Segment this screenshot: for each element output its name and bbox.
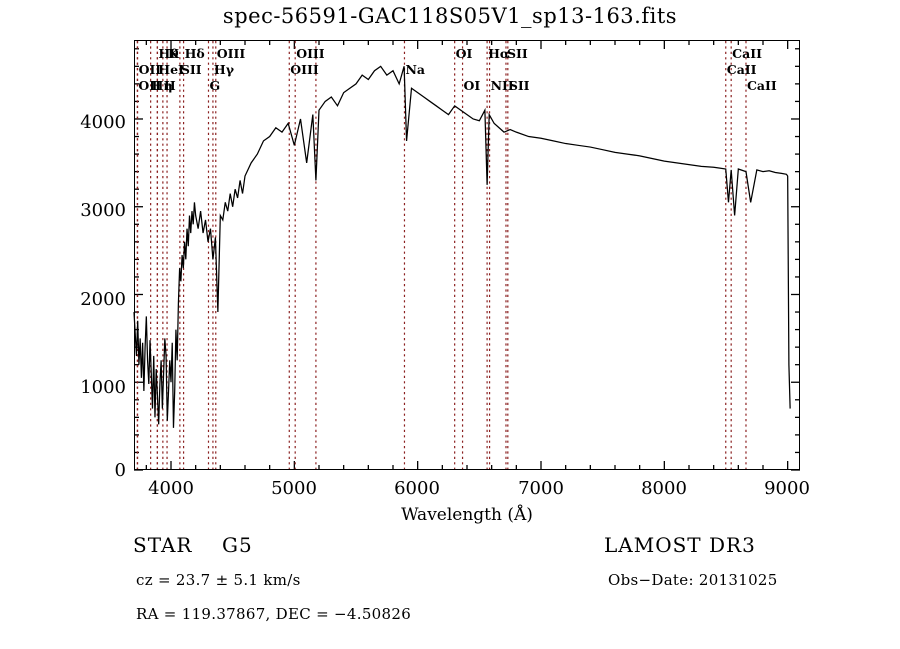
line-label-H-3934: H (163, 78, 176, 93)
line-label-H-4102: Hδ (184, 46, 205, 61)
ytick-label-0: 0 (114, 460, 126, 481)
page-title: spec-56591-GAC118S05V1_sp13-163.fits (222, 4, 678, 28)
line-label-OIII-5007: OIII (296, 46, 325, 61)
footer-spectral-class: G5 (222, 533, 253, 557)
line-label-Na-5893: Na (405, 62, 425, 77)
line-label-OIII-4363: OIII (216, 46, 246, 61)
line-label-OII-3727: OII (138, 78, 161, 93)
footer-survey: LAMOST DR3 (604, 533, 756, 557)
footer-object-type: STAR (133, 533, 193, 557)
line-label-H-3835: Hη (151, 78, 173, 93)
line-label-OII-3729: OII (138, 62, 162, 77)
line-label-K-3968: K (168, 46, 179, 61)
line-label-H-4340: Hγ (213, 62, 234, 77)
xtick-label-9000: 9000 (764, 478, 810, 499)
plot-frame (134, 40, 800, 470)
ytick-label-2000: 2000 (80, 289, 126, 310)
xtick-label-8000: 8000 (641, 478, 687, 499)
line-label-OI-6300: OI (455, 46, 473, 61)
line-label-G-4304: G (209, 78, 221, 93)
footer-cz: cz = 23.7 ± 5.1 km/s (136, 571, 301, 589)
line-label-SII-4072: SII (180, 62, 202, 77)
xtick-label-4000: 4000 (148, 478, 194, 499)
footer-coords: RA = 119.37867, DEC = −4.50826 (136, 605, 412, 623)
x-axis-label: Wavelength (Å) (401, 505, 533, 525)
line-label-CaII-8662: CaII (746, 78, 777, 93)
ytick-label-4000: 4000 (80, 112, 126, 133)
xtick-label-6000: 6000 (394, 478, 440, 499)
xtick-label-5000: 5000 (271, 478, 317, 499)
line-label-HeI-3889: HeI (158, 62, 184, 77)
xtick-label-7000: 7000 (518, 478, 564, 499)
line-label-NII-6583: NII (490, 78, 514, 93)
ytick-label-3000: 3000 (80, 200, 126, 221)
line-label-H-3890: Hθ (158, 46, 179, 61)
line-label-CaII-8542: CaII (732, 46, 762, 61)
line-label-CaII-8498: CaII (726, 62, 757, 77)
line-label-OI-6364: OI (463, 78, 481, 93)
line-label-H-6563: Hα (488, 46, 510, 61)
ytick-label-1000: 1000 (80, 377, 126, 398)
line-label-SII-6731: SII (508, 78, 530, 93)
footer-obs-date: Obs−Date: 20131025 (608, 571, 778, 589)
line-label-SII-6716: SII (506, 46, 528, 61)
line-label-OIII-4959: OIII (290, 62, 319, 77)
